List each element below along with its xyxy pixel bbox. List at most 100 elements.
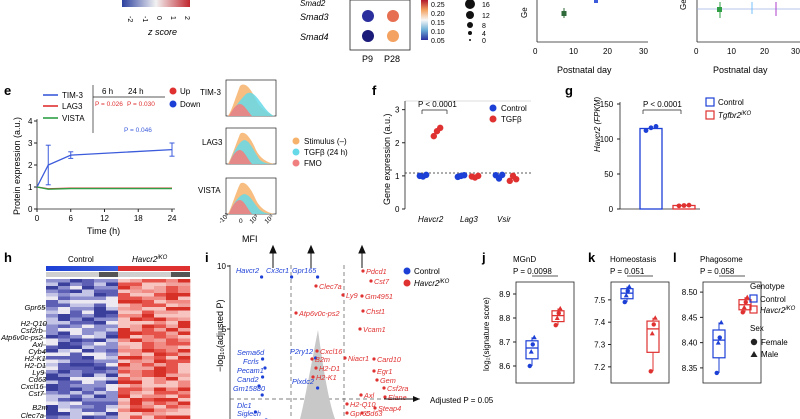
size-tick: 8 xyxy=(482,23,486,30)
h-cell xyxy=(58,324,71,329)
h-cell xyxy=(142,342,155,346)
zscore-tick: 0 xyxy=(155,16,162,20)
h-cell xyxy=(142,394,155,399)
i-dot-control xyxy=(253,410,257,414)
h-cell xyxy=(130,331,143,336)
i-gene-label-control: Gm15880 xyxy=(233,384,265,393)
h-cell xyxy=(70,398,83,402)
h-cell xyxy=(142,356,155,360)
h-cell xyxy=(154,405,167,409)
k-plot: 7.2 7.3 7.4 7.5 xyxy=(594,275,670,384)
f-data-point xyxy=(461,172,468,179)
h-cell xyxy=(154,303,167,308)
h-cell xyxy=(142,310,155,315)
h-cell xyxy=(142,391,155,395)
h-cell xyxy=(118,377,131,381)
h-cell xyxy=(46,324,59,329)
svg-text:30: 30 xyxy=(791,47,800,56)
i-gene-label-ko: Cst7 xyxy=(374,277,390,286)
h-cell xyxy=(94,293,107,297)
h-cell xyxy=(178,405,191,409)
h-cell xyxy=(58,384,71,388)
down-label: Down xyxy=(180,100,200,109)
h-cell xyxy=(70,310,83,315)
h-cell xyxy=(142,289,155,294)
h-cell xyxy=(94,387,107,392)
color-tick: 0.10 xyxy=(431,29,445,36)
box-ytick-label: 8.45 xyxy=(682,313,698,322)
h-cell xyxy=(82,349,95,353)
h-cell xyxy=(178,377,191,381)
h-cell xyxy=(46,338,59,343)
hist-row-label: VISTA xyxy=(198,186,221,195)
h-cell xyxy=(94,363,107,367)
h-cell xyxy=(142,412,155,416)
h-cell xyxy=(106,366,119,371)
e-xtick-label: 18 xyxy=(134,214,143,223)
h-cell xyxy=(154,342,167,346)
i-gene-label-ko: Csf2ra xyxy=(387,384,409,393)
i-gene-label-ko: Elane xyxy=(388,393,407,402)
h-cell xyxy=(130,349,143,353)
h-cell xyxy=(106,303,119,308)
h-cell xyxy=(106,289,119,294)
i-legend-ko-marker xyxy=(403,279,411,287)
h-cell xyxy=(94,296,107,301)
box-point-male xyxy=(649,330,655,336)
mid-point xyxy=(561,11,567,16)
f-data-point xyxy=(437,124,444,132)
h-cell xyxy=(166,300,179,304)
i-dot-ko xyxy=(361,309,365,313)
h-cell xyxy=(106,286,119,290)
h-cell xyxy=(106,394,119,399)
i-gene-label-ko: Card10 xyxy=(377,355,401,364)
h-cell xyxy=(118,328,131,332)
h-cell xyxy=(58,300,71,304)
h-gene-label: Clec7a xyxy=(21,411,44,419)
g-data-point xyxy=(653,124,659,129)
mid-ylabel: Ge xyxy=(520,7,529,18)
h-group-bar-control xyxy=(46,266,118,271)
h-cell xyxy=(70,405,83,409)
legend-male-marker xyxy=(750,351,758,357)
h-cell xyxy=(154,384,167,388)
i-dot-control xyxy=(263,366,267,370)
legend-vista: VISTA xyxy=(62,114,85,123)
e-yticks: 0 1 2 3 4 xyxy=(28,117,37,214)
i-dot-control xyxy=(257,384,261,388)
h-cell xyxy=(154,310,167,315)
h-cell xyxy=(58,293,71,297)
h-cell xyxy=(178,314,191,318)
hist-legend-fmo: FMO xyxy=(304,159,322,168)
mid-xlabel: Postnatal day xyxy=(557,65,612,75)
i-gene-label-ko: H2-K1 xyxy=(316,373,337,382)
g-ylabel: Havcr2 (FPKM) xyxy=(593,97,602,152)
h-cell xyxy=(106,328,119,332)
h-cell xyxy=(82,398,95,402)
box-point-female xyxy=(651,322,656,327)
h-cell xyxy=(118,321,131,325)
h-cell xyxy=(46,289,59,294)
h-cell xyxy=(130,356,143,360)
f-legend-control-marker xyxy=(489,104,497,112)
h-cell xyxy=(166,415,179,419)
top-strip: -2 -1 0 1 2 z score Smad2 Smad3 Smad4 P9… xyxy=(122,0,800,75)
h-cell xyxy=(166,352,179,357)
h-gene-label: H2-D1 xyxy=(25,361,47,370)
i-dot-control xyxy=(260,275,264,279)
h-cell xyxy=(154,408,167,413)
svg-text:10³: 10³ xyxy=(248,213,260,225)
h-cell xyxy=(70,408,83,413)
k-title: Homeostasis xyxy=(610,255,656,264)
zscore-colorbar xyxy=(122,0,190,7)
h-gene-label: H2-Q10 xyxy=(21,319,48,328)
h-cell xyxy=(166,296,179,301)
h-cell xyxy=(154,387,167,392)
i-ylabel: −log₁₀(adjusted P) xyxy=(215,299,225,372)
h-cell xyxy=(118,324,131,329)
h-cell xyxy=(166,331,179,336)
h-cell xyxy=(142,321,155,325)
box-point-male xyxy=(623,292,629,298)
h-cell xyxy=(82,317,95,322)
h-cell xyxy=(166,359,179,364)
